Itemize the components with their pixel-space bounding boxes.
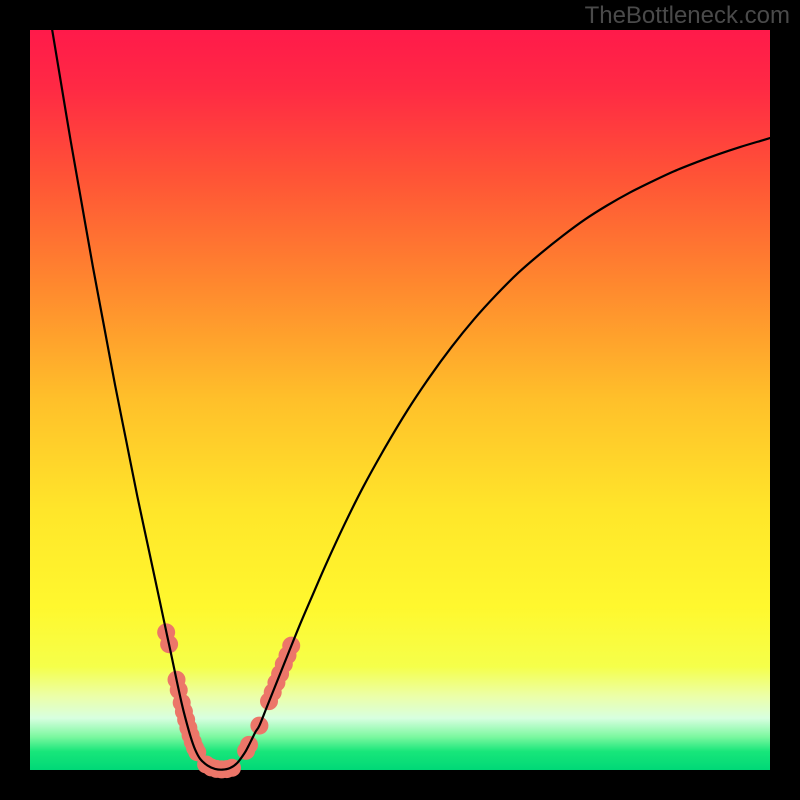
chart-frame: TheBottleneck.com: [0, 0, 800, 800]
plot-background: [30, 30, 770, 770]
watermark-text: TheBottleneck.com: [585, 2, 790, 30]
bottleneck-chart: [0, 0, 800, 800]
